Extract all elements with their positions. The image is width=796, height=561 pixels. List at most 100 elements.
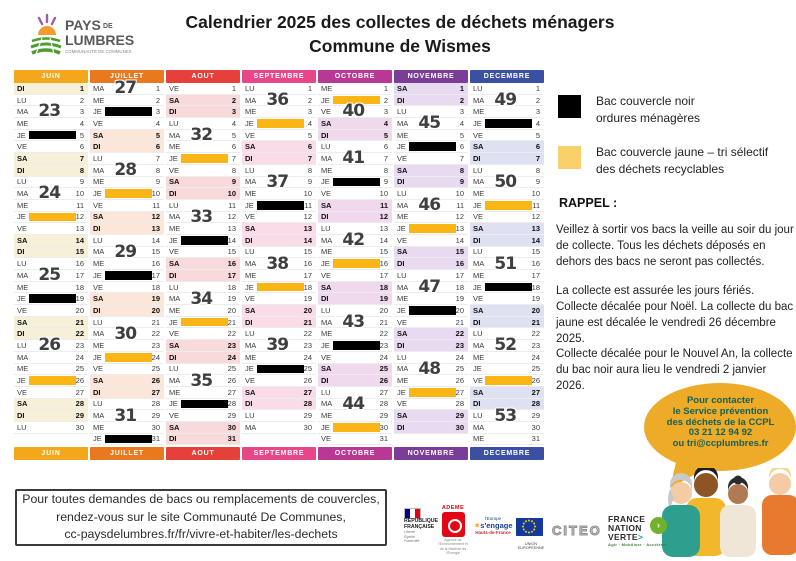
day-number: 1	[231, 83, 236, 93]
day-abbrev: DI	[169, 107, 177, 117]
day-abbrev: MA	[169, 130, 181, 140]
day-abbrev: MA	[93, 247, 105, 257]
day-abbrev: MA	[321, 235, 333, 245]
day-row: DI 21	[242, 316, 316, 329]
day-number: 14	[379, 235, 388, 245]
day-abbrev: LU	[245, 83, 255, 93]
rappel-heading: RAPPEL :	[559, 196, 618, 210]
day-number: 13	[227, 224, 236, 234]
day-row: MA 3	[14, 106, 88, 119]
day-row: MA 18	[394, 281, 468, 294]
month-footer: JUILLET	[90, 447, 164, 460]
day-number: 25	[151, 364, 160, 374]
day-number: 29	[75, 411, 84, 421]
day-number: 29	[303, 411, 312, 421]
day-row: ME 17	[242, 270, 316, 282]
day-abbrev: DI	[397, 422, 405, 432]
day-row: SA 29	[394, 410, 468, 422]
day-abbrev: LU	[169, 200, 179, 210]
day-abbrev: MA	[473, 177, 485, 187]
day-number: 13	[455, 224, 464, 234]
day-abbrev: JE	[245, 200, 254, 210]
day-row: MA 26	[166, 375, 240, 387]
week-number: 23	[38, 101, 61, 122]
day-abbrev: ME	[321, 83, 333, 93]
day-abbrev: JE	[397, 224, 406, 234]
day-row: ME 17	[470, 270, 544, 282]
day-abbrev: VE	[169, 247, 180, 257]
day-abbrev: VE	[17, 142, 28, 152]
day-row: MA 19	[166, 293, 240, 306]
day-abbrev: VE	[245, 294, 256, 304]
rappel-paragraph-2: La collecte est assurée les jours fériés…	[556, 284, 794, 395]
day-abbrev: LU	[321, 387, 331, 397]
day-number: 6	[155, 142, 160, 152]
day-row: ME 3	[242, 106, 316, 119]
day-number: 5	[535, 130, 540, 140]
calendar-grid: JUIN DI 1 LU 2 23 MA 3 ME 4 JE 5 VE 6 SA 7 DI 8 LU 9 24 MA 10 M…	[14, 70, 544, 460]
day-row: SA 16	[166, 258, 240, 270]
day-number: 15	[151, 247, 160, 257]
day-row: JE 25	[470, 363, 544, 376]
day-abbrev: ME	[397, 212, 409, 222]
day-number: 3	[535, 107, 540, 117]
day-abbrev: ME	[473, 107, 485, 117]
week-number: 52	[494, 335, 517, 356]
day-row: DI 12	[318, 211, 392, 224]
day-abbrev: LU	[245, 411, 255, 421]
legend-black-line1: Bac couvercle noir	[596, 94, 695, 108]
day-abbrev: VE	[169, 165, 180, 175]
day-abbrev: SA	[321, 118, 332, 128]
day-abbrev: LU	[245, 329, 255, 339]
day-number: 20	[379, 305, 388, 315]
day-row: MA 5	[166, 129, 240, 142]
day-number: 28	[151, 399, 160, 409]
day-row: VE 19	[242, 293, 316, 306]
day-abbrev: JE	[169, 153, 178, 163]
logo-name-top-small: DE	[103, 23, 113, 30]
day-row: DI 19	[318, 293, 392, 306]
day-number: 31	[531, 434, 540, 444]
day-row: MA 16	[470, 258, 544, 270]
day-number: 15	[75, 247, 84, 257]
day-abbrev: MA	[397, 282, 409, 292]
day-number: 10	[75, 189, 84, 199]
day-number: 31	[379, 434, 388, 444]
day-row: VE 12	[470, 211, 544, 224]
week-number: 34	[190, 288, 213, 309]
day-abbrev: MA	[17, 270, 29, 280]
day-row: LU 15	[242, 246, 316, 259]
day-row: VE 6	[14, 141, 88, 154]
day-number: 19	[75, 294, 84, 304]
collection-bar-yellow	[333, 95, 380, 105]
day-number: 26	[227, 376, 236, 386]
day-row: DI 6	[90, 141, 164, 154]
legend-black-label: Bac couvercle noir ordures ménagères	[596, 93, 796, 127]
day-abbrev: DI	[169, 434, 177, 444]
day-number: 2	[79, 95, 84, 105]
day-row: JE 23	[318, 340, 392, 352]
day-abbrev: SA	[473, 387, 484, 397]
day-abbrev: ME	[245, 189, 257, 199]
day-abbrev: JE	[245, 118, 254, 128]
day-row: SA 25	[318, 363, 392, 376]
eu-flag-logo: UNION EUROPÉENNE	[516, 518, 546, 550]
day-number: 17	[151, 270, 160, 280]
day-number: 17	[531, 270, 540, 280]
day-row: DI 8	[14, 164, 88, 177]
day-number: 8	[535, 165, 540, 175]
europe-line3: Hauts-de-France	[475, 530, 511, 535]
day-abbrev: SA	[93, 130, 104, 140]
day-number: 1	[383, 83, 388, 93]
day-number: 5	[79, 130, 84, 140]
day-abbrev: SA	[17, 399, 28, 409]
day-number: 30	[151, 422, 160, 432]
day-row: ME 24	[470, 351, 544, 364]
day-row: MA 21	[318, 316, 392, 329]
day-abbrev: VE	[245, 130, 256, 140]
day-number: 19	[455, 294, 464, 304]
day-row: ME 2	[90, 94, 164, 107]
day-row: SA 5	[90, 129, 164, 142]
day-number: 12	[379, 212, 388, 222]
day-row: ME 3	[470, 106, 544, 119]
